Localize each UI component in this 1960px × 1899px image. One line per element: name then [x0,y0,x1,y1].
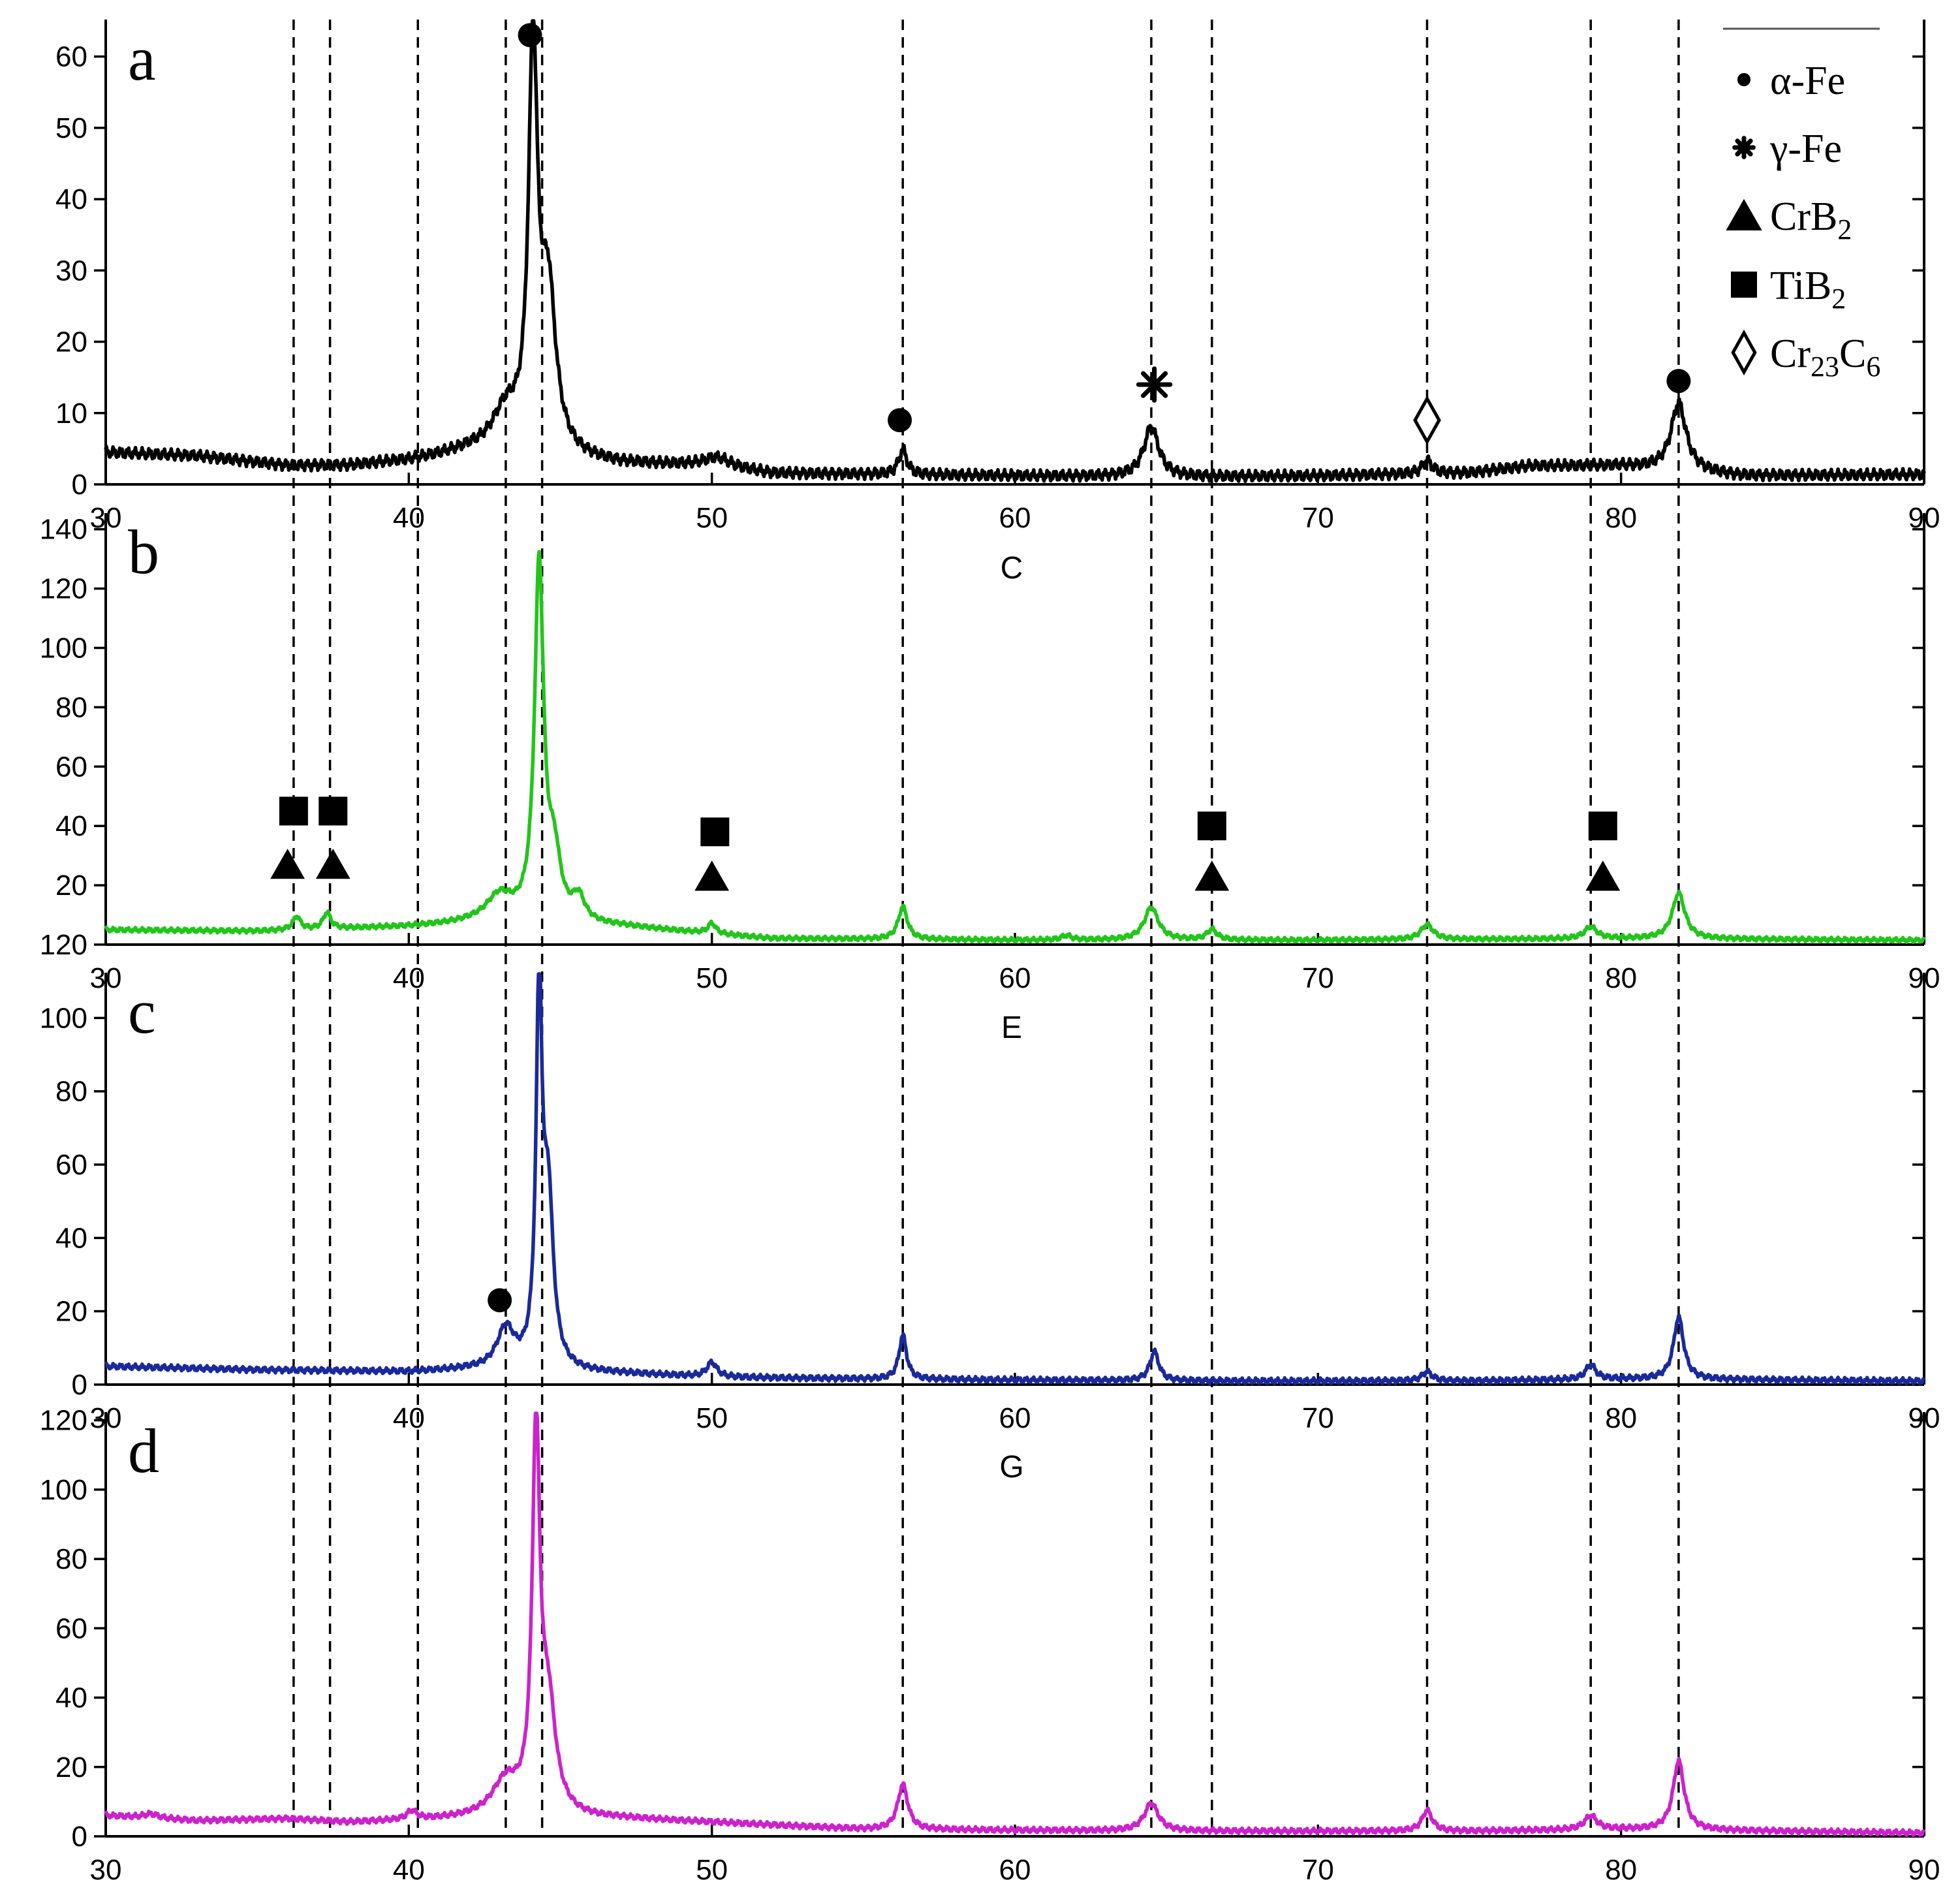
phase-marker-square [1588,811,1617,841]
series-line [104,19,1926,483]
panel-title: G [999,1450,1023,1484]
x-tick-label: 40 [393,1854,425,1886]
y-tick-label: 100 [40,1002,87,1034]
legend-label: α-Fe [1770,59,1845,103]
x-tick-label: 50 [696,1854,728,1886]
x-tick-label: 80 [1605,962,1637,994]
legend-symbol-square [1731,272,1757,298]
y-tick-label: 0 [72,1821,87,1853]
y-tick-label: 20 [55,1296,87,1328]
y-tick-label: 40 [55,810,87,842]
legend-label: CrB2 [1770,195,1852,245]
legend-label: γ-Fe [1769,127,1842,171]
y-tick-label: 120 [40,573,87,605]
y-tick-label: 20 [55,870,87,902]
panel-letter: c [128,977,156,1046]
phase-marker-triangle [270,849,305,879]
y-tick-label: 40 [55,1222,87,1254]
x-tick-label: 40 [393,502,425,534]
legend-label: Cr23C6 [1770,332,1880,383]
y-tick-label: 100 [40,633,87,665]
y-tick-label: 60 [55,751,87,783]
y-tick-label: 60 [55,1149,87,1181]
phase-marker-circle [1666,369,1691,394]
phase-marker-square [1197,811,1226,841]
y-tick-label: 40 [55,1682,87,1714]
legend-symbol-triangle [1726,198,1762,230]
legend-symbol-diamond [1731,329,1757,376]
phase-marker-triangle [1194,860,1230,891]
x-tick-label: 40 [393,1402,425,1434]
y-tick-label: 40 [55,183,87,215]
y-tick-label: 140 [40,514,87,546]
phase-marker-circle [488,1288,512,1313]
phase-marker-triangle [315,849,350,879]
panel-letter: d [128,1416,159,1486]
y-tick-label: 20 [55,1751,87,1783]
y-tick-label: 20 [55,326,87,358]
phase-marker-square [700,817,730,847]
x-tick-label: 70 [1302,1402,1334,1434]
phase-marker-circle [518,23,542,48]
x-tick-label: 60 [999,962,1031,994]
y-tick-label: 80 [55,1543,87,1575]
x-tick-label: 70 [1302,962,1334,994]
legend-symbol-asterisk [1732,136,1756,159]
x-tick-label: 80 [1605,502,1637,534]
y-tick-label: 100 [40,1474,87,1506]
x-tick-label: 70 [1302,502,1334,534]
x-tick-label: 60 [999,1854,1031,1886]
x-tick-label: 60 [999,1402,1031,1434]
x-tick-label: 50 [696,1402,728,1434]
phase-marker-diamond [1413,395,1441,445]
phase-marker-square [319,796,348,826]
panel-letter: b [128,517,159,587]
x-tick-label: 90 [1908,1854,1940,1886]
panel-letter: a [128,24,156,93]
x-tick-label: 60 [999,502,1031,534]
series-line [104,1411,1926,1838]
y-tick-label: 30 [55,255,87,287]
panel-title: C [1001,551,1023,586]
phase-marker-triangle [1585,860,1621,891]
reference-lines [292,20,1680,1836]
x-tick-label: 80 [1605,1402,1637,1434]
series-line [104,972,1926,1386]
panel-d: 0 20 40 60 80 100 120 30 40 50 60 70 80 90 Gd [40,1405,1940,1886]
x-tick-label: 30 [90,1854,122,1886]
x-tick-label: 50 [696,962,728,994]
x-tick-label: 50 [696,502,728,534]
x-tick-label: 40 [393,962,425,994]
y-tick-label: 0 [72,1369,87,1401]
panel-title: E [1001,1011,1022,1045]
y-tick-label: 120 [40,1405,87,1437]
phase-marker-circle [888,408,912,433]
series-line [104,550,1926,945]
phase-marker-asterisk [1136,366,1173,403]
phase-marker-triangle [694,860,730,891]
y-tick-label: 80 [55,1076,87,1108]
y-tick-label: 60 [55,1612,87,1644]
x-tick-label: 80 [1605,1854,1637,1886]
y-tick-label: 10 [55,398,87,430]
legend: α-Fe γ-Fe CrB2 TiB2 Cr23C6 [1723,27,1880,383]
y-tick-label: 60 [55,41,87,73]
y-tick-label: 120 [40,929,87,961]
phase-marker-square [279,796,308,826]
y-tick-label: 0 [72,469,87,501]
y-tick-label: 50 [55,112,87,144]
legend-label: TiB2 [1770,264,1846,315]
y-tick-label: 80 [55,691,87,723]
x-tick-label: 70 [1302,1854,1334,1886]
legend-symbol-circle [1737,72,1751,87]
